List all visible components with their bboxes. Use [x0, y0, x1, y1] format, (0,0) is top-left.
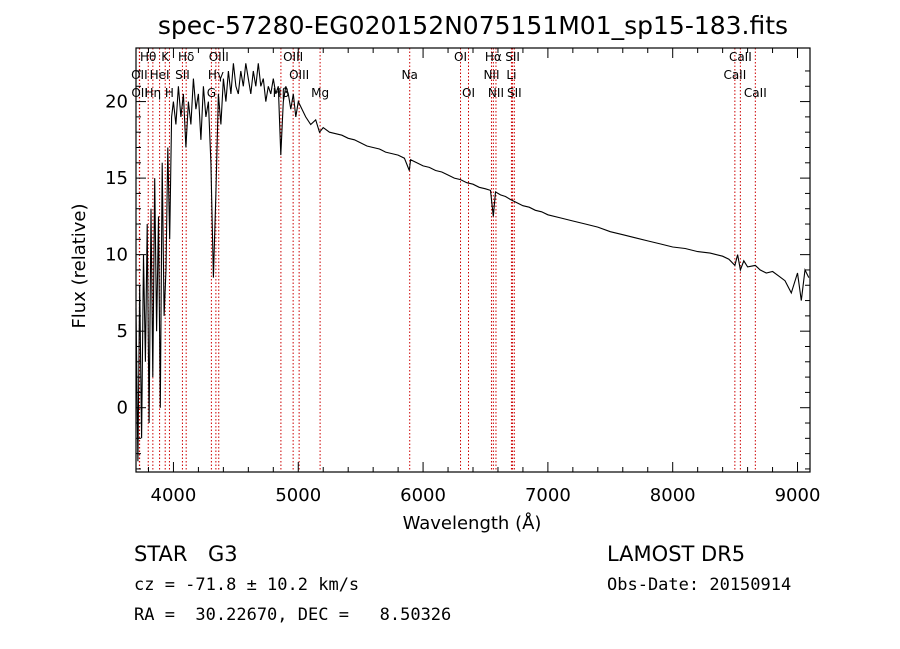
x-axis-label: Wavelength (Å) — [403, 512, 542, 534]
x-tick-label: 8000 — [650, 485, 696, 506]
spectral-line-label: NII — [488, 86, 504, 100]
spectral-line-label: Hη — [145, 86, 162, 100]
spectral-line-label: Li — [506, 68, 516, 82]
object-subclass-label: G3 — [208, 542, 238, 566]
spectral-line-label: HeI — [150, 68, 170, 82]
x-tick-label: 7000 — [525, 485, 571, 506]
chart-title: spec-57280-EG020152N075151M01_sp15-183.f… — [158, 11, 788, 40]
spectral-line-label: K — [161, 50, 170, 64]
y-tick-label: 10 — [105, 245, 128, 266]
x-tick-label: 4000 — [151, 485, 197, 506]
coordinates-text: RA = 30.22670, DEC = 8.50326 — [134, 605, 451, 625]
y-tick-label: 5 — [117, 321, 128, 342]
spectral-line-label: Na — [402, 68, 418, 82]
object-class-label: STAR — [134, 542, 187, 566]
y-tick-label: 15 — [105, 168, 128, 189]
spectral-line-label: H — [165, 86, 174, 100]
x-tick-label: 6000 — [400, 485, 446, 506]
survey-label: LAMOST DR5 — [607, 542, 745, 566]
x-axis-ticks: 4000 5000 6000 7000 8000 9000 — [147, 48, 821, 506]
spectral-line-label: OI — [462, 86, 475, 100]
spectral-line-markers — [138, 48, 756, 472]
spectral-line-label: OIII — [289, 68, 309, 82]
spectral-line-label: SII — [507, 86, 522, 100]
x-tick-label: 5000 — [275, 485, 321, 506]
redshift-velocity-text: cz = -71.8 ± 10.2 km/s — [134, 575, 359, 595]
y-tick-label: 20 — [105, 92, 128, 113]
spectral-line-label: Hγ — [208, 68, 224, 82]
spectral-line-label: Mg — [311, 86, 329, 100]
spectrum-series-line — [135, 63, 810, 462]
spectral-line-label: CaII — [723, 68, 746, 82]
spectral-line-label: Hα — [485, 50, 502, 64]
spectral-line-label: SII — [175, 68, 190, 82]
x-tick-label: 9000 — [775, 485, 821, 506]
spectral-line-label: NII — [483, 68, 499, 82]
spectral-line-label: OI — [454, 50, 467, 64]
spectral-line-label: Hδ — [178, 50, 194, 64]
observation-date-text: Obs-Date: 20150914 — [607, 575, 791, 595]
y-axis-ticks: 0 5 10 15 20 — [105, 70, 810, 470]
spectral-line-label: CaII — [744, 86, 767, 100]
spectral-line-label: G — [207, 86, 216, 100]
spectral-line-label: OIII — [209, 50, 229, 64]
spectral-line-label: CaII — [729, 50, 752, 64]
spectral-line-label: SII — [505, 50, 520, 64]
y-tick-label: 0 — [117, 398, 128, 419]
spectral-line-label: Hθ — [140, 50, 156, 64]
plot-frame — [135, 47, 811, 473]
spectral-line-label: OIII — [283, 50, 303, 64]
spectral-line-label: OII — [131, 68, 148, 82]
y-axis-label: Flux (relative) — [69, 203, 90, 328]
